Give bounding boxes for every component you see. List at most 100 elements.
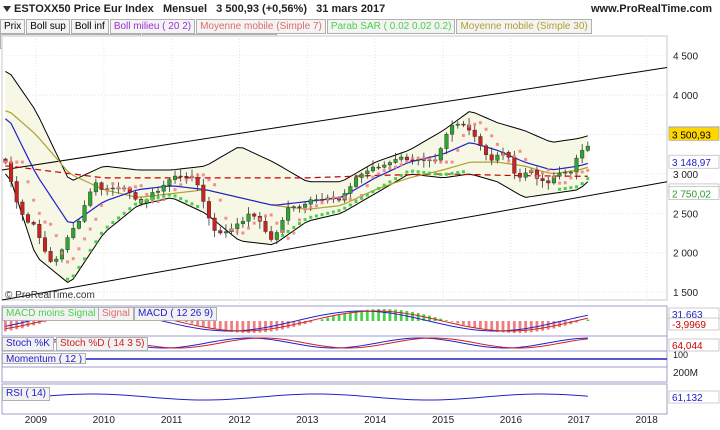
candle-body [563, 171, 568, 174]
sar-dot [71, 257, 75, 261]
sar-dot [269, 213, 273, 217]
price-tag-text-4: 2 750,02 [672, 190, 711, 201]
candle-body [133, 192, 138, 200]
sar-dot [145, 192, 149, 196]
ma100-line [5, 165, 588, 179]
watermark: © ProRealTime.com [5, 290, 95, 301]
sar-dot [83, 237, 87, 241]
sar-dot [100, 203, 104, 207]
candle-body [546, 180, 551, 184]
indicator-label-rsi[interactable]: RSI ( 14) [2, 387, 51, 401]
legend-chip-3[interactable]: Boll milieu ( 20 2) [109, 19, 196, 34]
candle-body [20, 201, 25, 215]
sar-dot [343, 196, 347, 200]
macd-histogram-bar [501, 321, 505, 333]
sar-dot-green [354, 200, 358, 204]
collapse-caret-icon[interactable] [3, 6, 11, 12]
candle-body [252, 213, 257, 217]
sar-dot-green [569, 186, 573, 190]
macd-histogram-bar [411, 311, 414, 321]
sar-dot-green [66, 277, 70, 281]
candle-body [444, 134, 449, 149]
macd-histogram-bar [490, 321, 494, 332]
sar-dot-green [156, 196, 160, 200]
candle-body [348, 186, 353, 194]
sar-dot [416, 156, 420, 160]
sar-dot [439, 160, 443, 164]
candle-body [359, 173, 364, 178]
sar-dot-green [145, 198, 149, 202]
sar-dot-green [331, 210, 335, 214]
website-label: www.ProRealTime.com [590, 3, 712, 15]
sar-dot-green [428, 171, 431, 175]
candle-body [461, 123, 466, 126]
indicator-label-momentum[interactable]: Momentum ( 12 ) [2, 353, 87, 364]
sar-dot [405, 159, 409, 163]
legend-chip-0[interactable]: Prix [0, 19, 26, 34]
candle-body [303, 203, 308, 208]
macd-histogram-bar [473, 321, 477, 328]
indicator-label-macd[interactable]: MACD ( 12 26 9) [134, 307, 218, 321]
sar-dot [399, 163, 403, 167]
indicator-label-signal[interactable]: Signal [98, 307, 134, 321]
legend-chip-5[interactable]: Parab SAR ( 0.02 0.02 0.2) [326, 19, 456, 34]
sar-dot [326, 198, 330, 202]
legend-chip-1[interactable]: Boll sup [26, 19, 70, 34]
sar-dot [218, 198, 222, 202]
candle-body [71, 228, 76, 238]
sar-dot [32, 198, 36, 202]
sar-dot-green [303, 218, 307, 222]
sar-dot-green [439, 172, 443, 176]
sar-dot-green [411, 169, 415, 173]
legend-chip-4[interactable]: Moyenne mobile (Simple 7) [196, 19, 326, 34]
macd-histogram-bar [190, 321, 194, 324]
sar-dot [196, 173, 200, 177]
sar-dot [60, 251, 64, 255]
sar-dot-green [71, 274, 75, 278]
indicator-tag-text-1: -3,9969 [672, 320, 706, 331]
sar-dot [105, 189, 109, 193]
sar-dot [524, 157, 528, 161]
sar-dot-green [309, 215, 313, 219]
price-tag-1 [668, 127, 720, 141]
upper-trendline [1, 67, 668, 171]
macd-histogram-bar [218, 321, 222, 331]
macd-histogram-bar [264, 321, 267, 333]
sar-dot-green [128, 207, 132, 211]
legend-chip-2[interactable]: Boll inf [70, 19, 109, 34]
macd-histogram-bar [15, 321, 19, 330]
sar-dot [297, 218, 301, 222]
sar-dot [88, 227, 92, 231]
candle-body [353, 177, 358, 187]
indicator-label-macd_signal[interactable]: MACD moins Signal [2, 307, 100, 321]
macd-histogram-bar [20, 321, 24, 329]
candle-body [399, 156, 404, 160]
candle-body [557, 172, 562, 177]
sar-dot-green [286, 229, 290, 233]
sar-dot [280, 229, 284, 233]
sar-dot [292, 231, 296, 235]
sar-dot-green [456, 171, 460, 175]
x-tick-label: 2009 [25, 415, 48, 426]
macd-histogram-bar [354, 311, 358, 321]
candle-body [286, 207, 291, 221]
indicator-label-stoch_k[interactable]: Stoch %K [2, 337, 54, 351]
macd-histogram-bar [512, 321, 516, 333]
price-tag-4 [668, 186, 720, 200]
indicator-label-stoch_d[interactable]: Stoch %D ( 14 3 5) [56, 337, 149, 351]
sar-dot [309, 205, 313, 209]
candle-body [274, 232, 279, 240]
price-tag-text-2: 3 148,97 [672, 158, 711, 169]
sar-dot-green [116, 216, 120, 220]
sar-dot [190, 175, 194, 179]
macd-histogram-bar [184, 321, 188, 323]
candle-body [31, 222, 36, 225]
candle-body [82, 205, 87, 222]
macd-histogram-bar [43, 321, 47, 323]
candle-body [235, 223, 240, 229]
candle-body [212, 217, 217, 231]
legend-chip-6[interactable]: Moyenne mobile (Simple 30) [456, 19, 592, 34]
sar-dot [320, 201, 324, 205]
candle-body [14, 181, 19, 203]
